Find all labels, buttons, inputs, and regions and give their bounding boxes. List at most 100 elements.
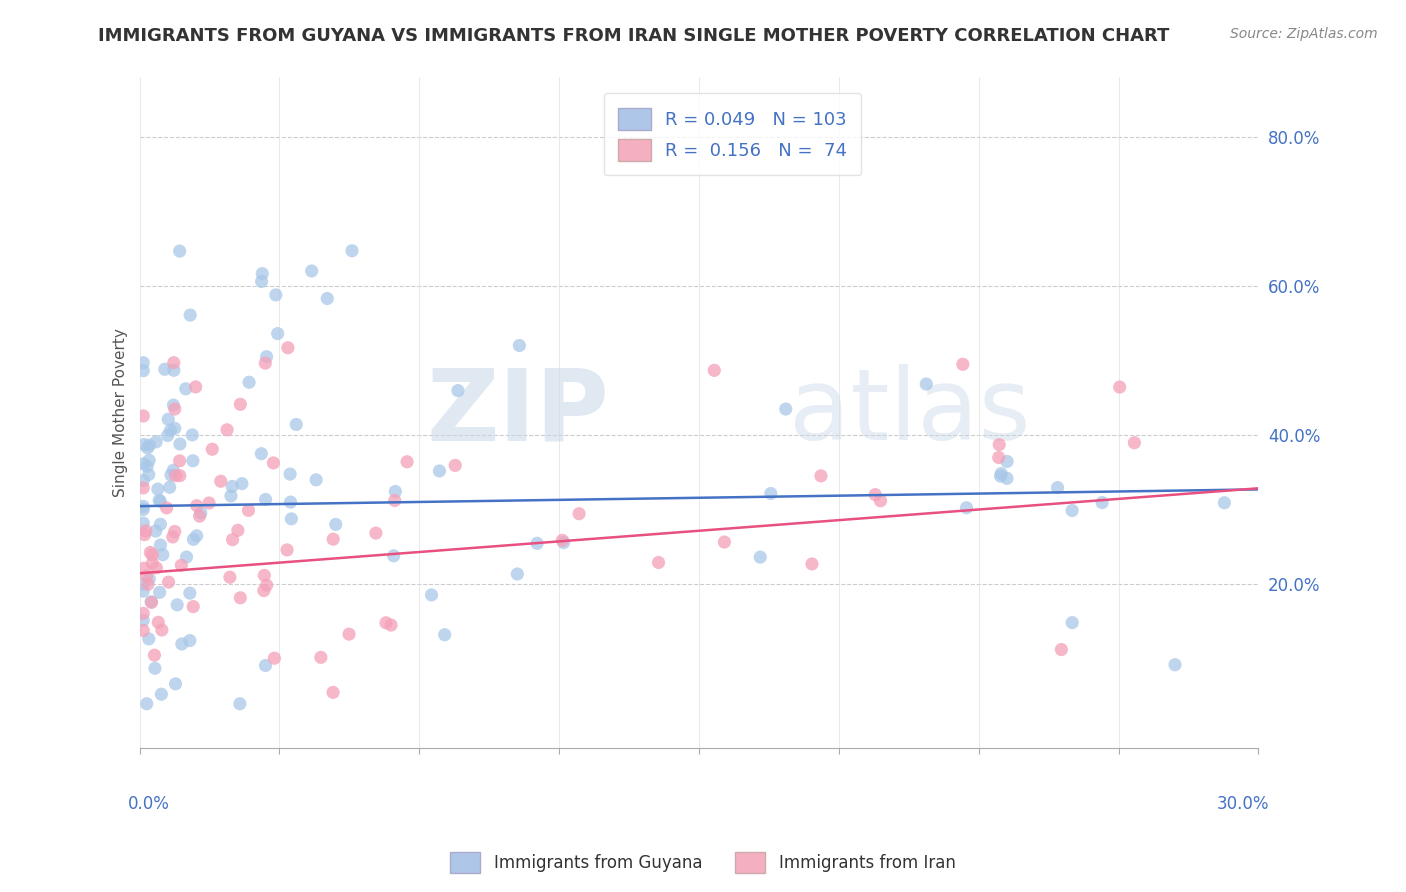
Immigrants from Guyana: [149, 538, 172, 552]
Immigrants from Guyana: [143, 661, 166, 675]
Immigrants from Guyana: [148, 493, 170, 508]
Immigrants from Iran: [148, 615, 170, 630]
Immigrants from Guyana: [150, 687, 173, 701]
Immigrants from Guyana: [506, 566, 529, 581]
Immigrants from Iran: [150, 623, 173, 637]
Immigrants from Iran: [801, 557, 824, 571]
Immigrants from Guyana: [1062, 615, 1084, 630]
Immigrants from Iran: [322, 685, 344, 699]
Immigrants from Iran: [132, 481, 155, 495]
Immigrants from Guyana: [170, 637, 193, 651]
Immigrants from Iran: [219, 570, 242, 584]
Immigrants from Guyana: [174, 382, 197, 396]
Immigrants from Iran: [229, 591, 252, 605]
Immigrants from Iran: [165, 468, 187, 483]
Immigrants from Iran: [163, 524, 186, 539]
Text: ZIP: ZIP: [426, 365, 609, 461]
Immigrants from Guyana: [153, 362, 176, 376]
Immigrants from Guyana: [176, 549, 198, 564]
Immigrants from Guyana: [132, 577, 155, 591]
Immigrants from Guyana: [429, 464, 451, 478]
Immigrants from Iran: [143, 648, 166, 662]
Immigrants from Guyana: [166, 598, 188, 612]
Immigrants from Iran: [135, 524, 157, 538]
Immigrants from Guyana: [990, 469, 1012, 483]
Immigrants from Guyana: [138, 572, 160, 586]
Immigrants from Guyana: [179, 586, 201, 600]
Immigrants from Guyana: [749, 550, 772, 565]
Immigrants from Iran: [256, 578, 278, 592]
Immigrants from Guyana: [280, 495, 302, 509]
Immigrants from Guyana: [447, 384, 470, 398]
Immigrants from Guyana: [134, 437, 156, 451]
Immigrants from Iran: [309, 650, 332, 665]
Text: IMMIGRANTS FROM GUYANA VS IMMIGRANTS FROM IRAN SINGLE MOTHER POVERTY CORRELATION: IMMIGRANTS FROM GUYANA VS IMMIGRANTS FRO…: [98, 27, 1170, 45]
Immigrants from Guyana: [136, 441, 159, 455]
Immigrants from Guyana: [266, 326, 288, 341]
Immigrants from Iran: [162, 530, 184, 544]
Immigrants from Guyana: [305, 473, 328, 487]
Immigrants from Iran: [217, 423, 239, 437]
Immigrants from Guyana: [238, 376, 260, 390]
Immigrants from Guyana: [186, 529, 208, 543]
Immigrants from Guyana: [316, 292, 339, 306]
Immigrants from Guyana: [1164, 657, 1187, 672]
Immigrants from Guyana: [250, 275, 273, 289]
Immigrants from Iran: [380, 618, 402, 632]
Immigrants from Iran: [364, 526, 387, 541]
Immigrants from Iran: [170, 558, 193, 573]
Immigrants from Iran: [169, 468, 191, 483]
Immigrants from Iran: [647, 556, 669, 570]
Immigrants from Iran: [198, 496, 221, 510]
Immigrants from Guyana: [138, 467, 160, 482]
Immigrants from Guyana: [132, 614, 155, 628]
Immigrants from Guyana: [179, 308, 201, 322]
Immigrants from Guyana: [382, 549, 405, 563]
Immigrants from Guyana: [132, 502, 155, 516]
Immigrants from Iran: [136, 577, 159, 591]
Immigrants from Guyana: [221, 479, 243, 493]
Immigrants from Guyana: [229, 697, 252, 711]
Immigrants from Iran: [134, 527, 156, 541]
Immigrants from Guyana: [1046, 481, 1069, 495]
Immigrants from Iran: [337, 627, 360, 641]
Immigrants from Guyana: [169, 244, 191, 258]
Immigrants from Guyana: [145, 524, 167, 538]
Immigrants from Guyana: [254, 492, 277, 507]
Immigrants from Guyana: [159, 423, 181, 437]
Immigrants from Iran: [952, 357, 974, 371]
Legend: Immigrants from Guyana, Immigrants from Iran: Immigrants from Guyana, Immigrants from …: [444, 846, 962, 880]
Immigrants from Iran: [188, 509, 211, 524]
Immigrants from Iran: [253, 568, 276, 582]
Immigrants from Guyana: [160, 468, 183, 483]
Immigrants from Guyana: [915, 377, 938, 392]
Immigrants from Guyana: [553, 535, 575, 549]
Immigrants from Guyana: [759, 486, 782, 500]
Immigrants from Iran: [141, 548, 163, 562]
Immigrants from Guyana: [132, 457, 155, 471]
Immigrants from Guyana: [264, 288, 287, 302]
Immigrants from Iran: [169, 454, 191, 468]
Immigrants from Guyana: [132, 584, 155, 599]
Immigrants from Iran: [703, 363, 725, 377]
Immigrants from Guyana: [163, 363, 186, 377]
Immigrants from Iran: [865, 488, 887, 502]
Immigrants from Guyana: [132, 356, 155, 370]
Immigrants from Iran: [226, 524, 249, 538]
Immigrants from Guyana: [159, 480, 181, 494]
Immigrants from Iran: [221, 533, 243, 547]
Immigrants from Iran: [396, 455, 419, 469]
Immigrants from Guyana: [256, 350, 278, 364]
Immigrants from Iran: [375, 615, 398, 630]
Immigrants from Iran: [132, 409, 155, 423]
Immigrants from Guyana: [162, 463, 184, 477]
Immigrants from Guyana: [526, 536, 548, 550]
Immigrants from Iran: [384, 493, 406, 508]
Immigrants from Iran: [238, 503, 260, 517]
Immigrants from Guyana: [149, 585, 172, 599]
Immigrants from Iran: [277, 341, 299, 355]
Immigrants from Guyana: [420, 588, 443, 602]
Immigrants from Guyana: [301, 264, 323, 278]
Legend: R = 0.049   N = 103, R =  0.156   N =  74: R = 0.049 N = 103, R = 0.156 N = 74: [603, 93, 862, 175]
Immigrants from Iran: [987, 450, 1010, 465]
